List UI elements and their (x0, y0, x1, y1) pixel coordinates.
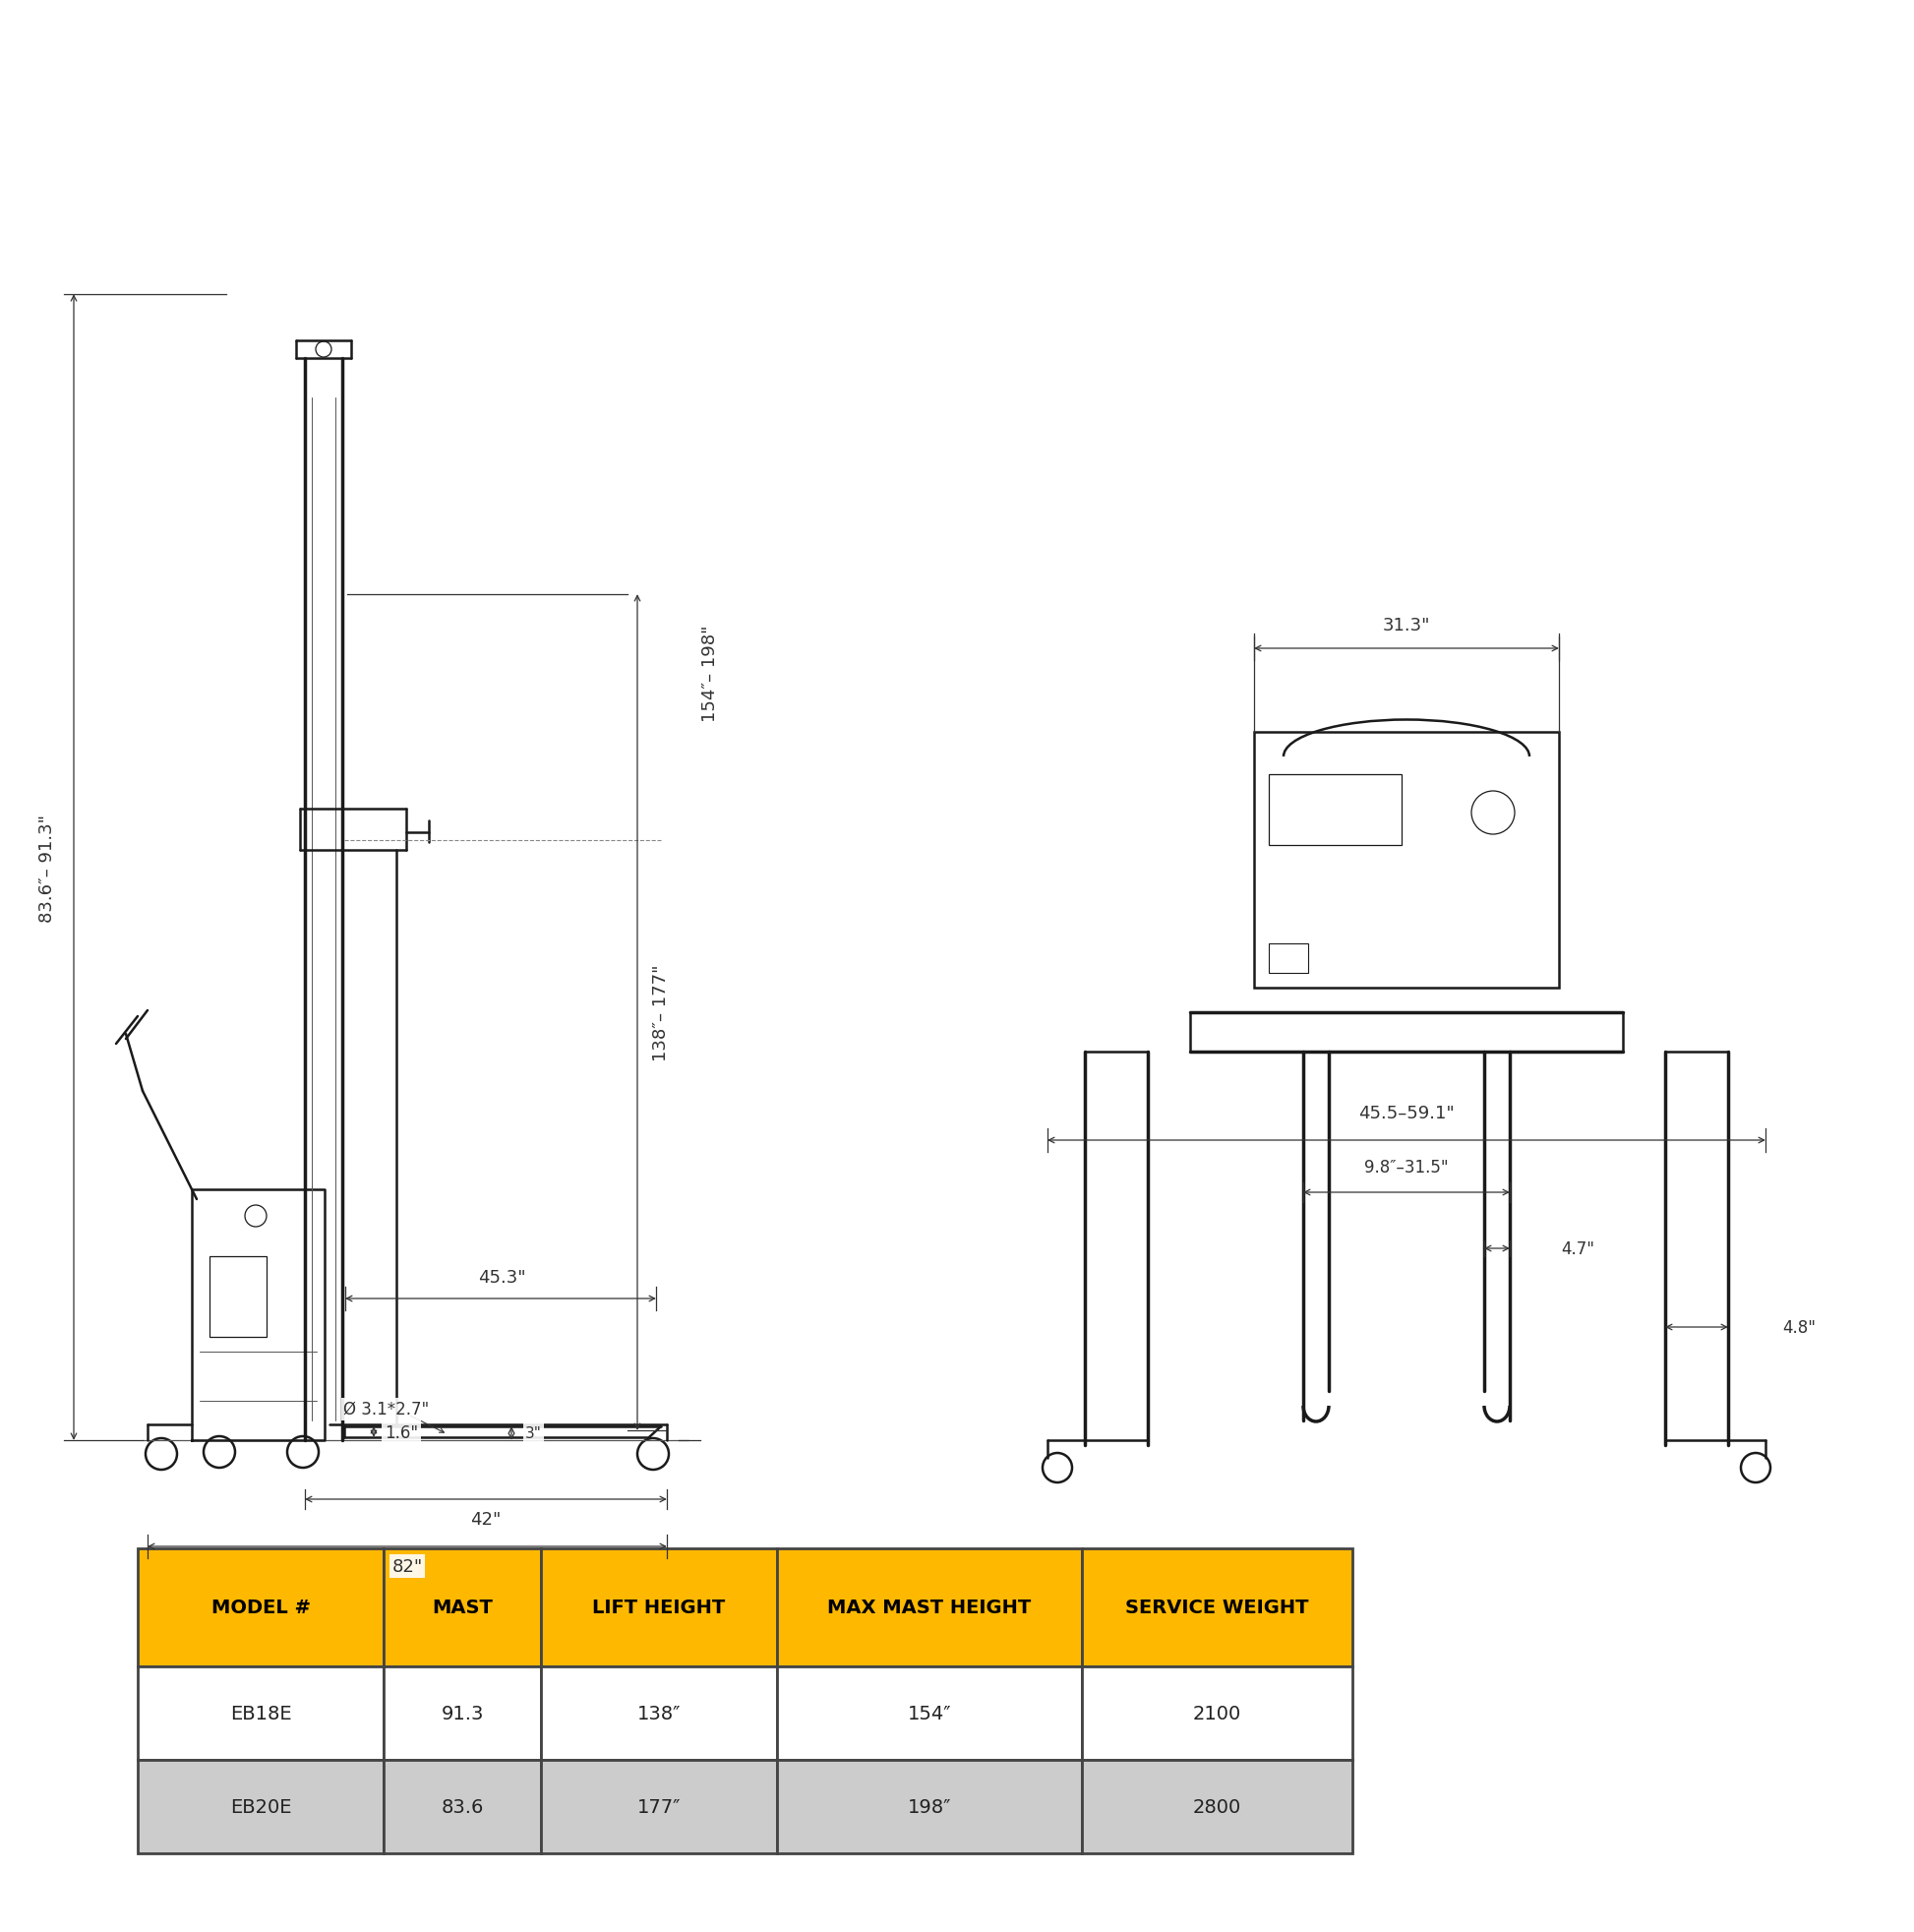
Text: 3": 3" (524, 1426, 542, 1441)
Bar (1081, 1549, 1353, 1667)
Text: 42": 42" (471, 1511, 501, 1528)
Bar (138, 1549, 383, 1667)
Text: LIFT HEIGHT: LIFT HEIGHT (593, 1598, 725, 1617)
Bar (383, 1549, 542, 1667)
Bar (1254, 732, 1558, 987)
Text: MODEL #: MODEL # (211, 1598, 310, 1617)
Text: 45.3": 45.3" (478, 1267, 526, 1287)
Text: 138″: 138″ (637, 1704, 681, 1723)
Text: 2100: 2100 (1192, 1704, 1242, 1723)
Bar (1269, 945, 1307, 974)
Text: EB20E: EB20E (230, 1797, 291, 1816)
Text: 83.6: 83.6 (440, 1797, 484, 1816)
Text: MAX MAST HEIGHT: MAX MAST HEIGHT (827, 1598, 1032, 1617)
Bar (542, 1667, 777, 1760)
Bar (138, 1760, 383, 1853)
Bar (777, 1667, 1081, 1760)
Bar (542, 1549, 777, 1667)
Text: 9.8″–31.5": 9.8″–31.5" (1365, 1157, 1449, 1177)
Text: MAST: MAST (433, 1598, 492, 1617)
Bar (383, 1760, 542, 1853)
Text: 4.8": 4.8" (1782, 1318, 1816, 1337)
Bar (1081, 1667, 1353, 1760)
Text: 154″: 154″ (907, 1704, 951, 1723)
Bar (1269, 775, 1401, 846)
Text: 1.6": 1.6" (385, 1424, 417, 1441)
Text: 45.5–59.1": 45.5–59.1" (1359, 1105, 1455, 1122)
Bar (1081, 1760, 1353, 1853)
Text: EB18E: EB18E (230, 1704, 291, 1723)
Bar (542, 1760, 777, 1853)
Text: 177″: 177″ (637, 1797, 681, 1816)
Text: 2800: 2800 (1192, 1797, 1242, 1816)
Text: 154″– 198": 154″– 198" (701, 626, 720, 723)
Text: 138″– 177": 138″– 177" (653, 964, 670, 1061)
Text: Ø 3.1*2.7": Ø 3.1*2.7" (345, 1401, 429, 1418)
Text: 82": 82" (392, 1557, 423, 1575)
Text: 4.7": 4.7" (1562, 1240, 1594, 1258)
Text: SERVICE WEIGHT: SERVICE WEIGHT (1125, 1598, 1309, 1617)
Bar (383, 1667, 542, 1760)
Text: 91.3: 91.3 (440, 1704, 484, 1723)
Bar (138, 1667, 383, 1760)
Bar (209, 1256, 266, 1337)
Text: 198″: 198″ (907, 1797, 951, 1816)
Bar (777, 1760, 1081, 1853)
Text: 83.6″– 91.3": 83.6″– 91.3" (38, 813, 56, 922)
Text: 31.3": 31.3" (1382, 616, 1430, 634)
Bar (777, 1549, 1081, 1667)
